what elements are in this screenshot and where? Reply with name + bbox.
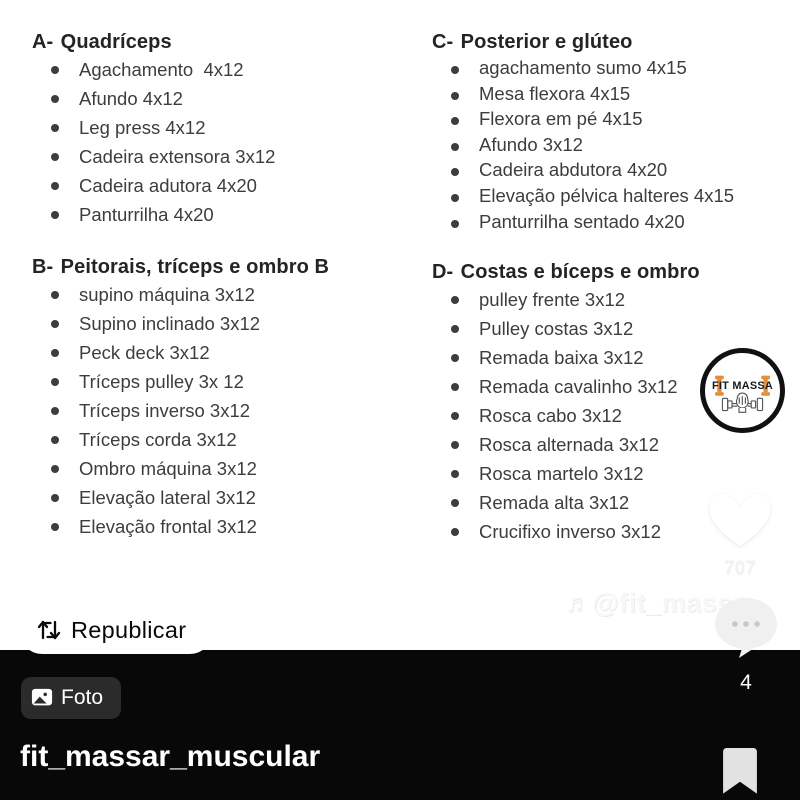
- svg-text:FIT MASSA: FIT MASSA: [712, 380, 773, 392]
